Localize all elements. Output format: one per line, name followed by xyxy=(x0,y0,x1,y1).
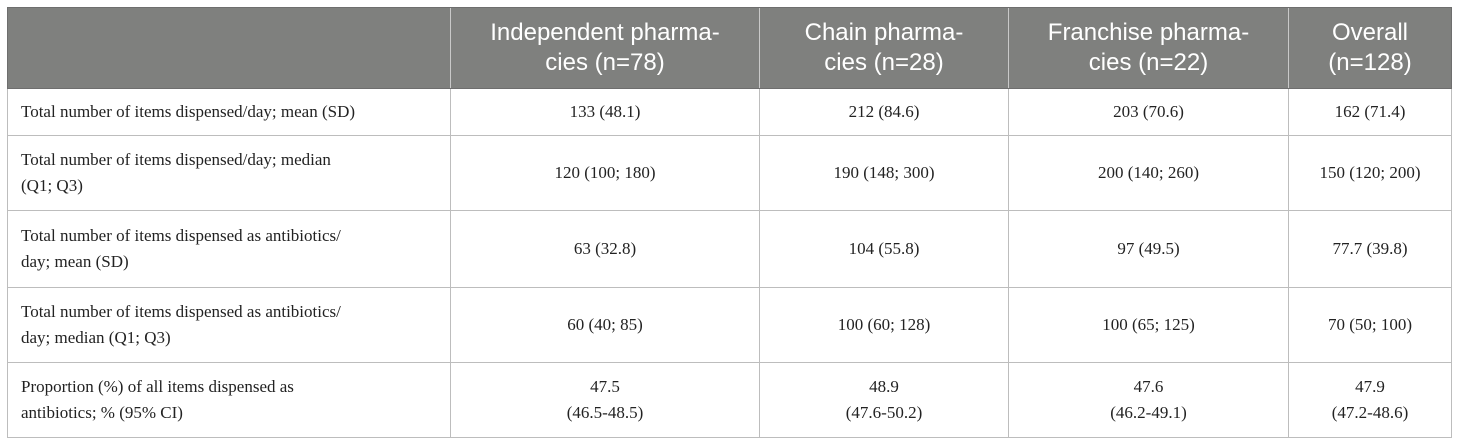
header-text: Overall xyxy=(1331,19,1409,46)
row-label: Total number of items dispensed as antib… xyxy=(7,210,451,288)
cell-franchise: 100 (65; 125) xyxy=(1008,287,1289,363)
table-row: Total number of items dispensed/day; med… xyxy=(7,135,1452,211)
cell-value: 47.9 xyxy=(1355,377,1385,396)
cell-value: 47.5 xyxy=(590,377,620,396)
table-row: Proportion (%) of all items dispensed as… xyxy=(7,362,1452,438)
table-header: Independent pharma- cies (n=78) Chain ph… xyxy=(7,7,1452,89)
row-label-text: Proportion (%) of all items dispensed as xyxy=(21,377,294,396)
header-cell-chain: Chain pharma- cies (n=28) xyxy=(759,7,1009,89)
cell-overall: 70 (50; 100) xyxy=(1288,287,1452,363)
cell-chain: 212 (84.6) xyxy=(759,88,1009,136)
row-label-text: Total number of items dispensed/day; med… xyxy=(21,150,331,169)
cell-value: 70 (50; 100) xyxy=(1327,315,1413,334)
cell-overall: 162 (71.4) xyxy=(1288,88,1452,136)
cell-overall: 150 (120; 200) xyxy=(1288,135,1452,211)
header-text: Chain pharma- xyxy=(804,19,964,46)
cell-value: 77.7 (39.8) xyxy=(1332,239,1408,258)
cell-overall: 77.7 (39.8) xyxy=(1288,210,1452,288)
header-text: Independent pharma- xyxy=(490,19,720,46)
row-label-text: Total number of items dispensed as antib… xyxy=(21,226,341,245)
header-text: cies (n=78) xyxy=(545,49,665,76)
cell-independent: 47.5 (46.5-48.5) xyxy=(450,362,760,438)
cell-value: 150 (120; 200) xyxy=(1319,163,1421,182)
row-label-text: day; median (Q1; Q3) xyxy=(21,328,171,347)
cell-chain: 100 (60; 128) xyxy=(759,287,1009,363)
header-text: (n=128) xyxy=(1328,49,1412,76)
cell-franchise: 97 (49.5) xyxy=(1008,210,1289,288)
cell-ci: (47.2-48.6) xyxy=(1331,403,1409,422)
cell-value: 190 (148; 300) xyxy=(833,163,935,182)
header-text: cies (n=22) xyxy=(1088,49,1209,76)
header-text: Franchise pharma- xyxy=(1047,19,1250,46)
data-table-container: Independent pharma- cies (n=78) Chain ph… xyxy=(7,7,1452,438)
cell-value: 133 (48.1) xyxy=(569,102,641,121)
cell-value: 60 (40; 85) xyxy=(567,315,643,334)
cell-ci: (47.6-50.2) xyxy=(845,403,923,422)
table-row: Total number of items dispensed/day; mea… xyxy=(7,88,1452,136)
cell-chain: 48.9 (47.6-50.2) xyxy=(759,362,1009,438)
pharmacy-dispensing-table: Independent pharma- cies (n=78) Chain ph… xyxy=(7,7,1452,438)
cell-value: 47.6 xyxy=(1133,377,1164,396)
cell-value: 104 (55.8) xyxy=(848,239,920,258)
cell-franchise: 47.6 (46.2-49.1) xyxy=(1008,362,1289,438)
cell-independent: 60 (40; 85) xyxy=(450,287,760,363)
cell-chain: 104 (55.8) xyxy=(759,210,1009,288)
row-label-text: day; mean (SD) xyxy=(21,252,129,271)
cell-independent: 133 (48.1) xyxy=(450,88,760,136)
cell-franchise: 203 (70.6) xyxy=(1008,88,1289,136)
cell-independent: 63 (32.8) xyxy=(450,210,760,288)
header-cell-empty xyxy=(7,7,451,89)
row-label: Total number of items dispensed as antib… xyxy=(7,287,451,363)
cell-value: 100 (60; 128) xyxy=(837,315,931,334)
row-label-text: Total number of items dispensed/day; mea… xyxy=(21,102,356,121)
cell-ci: (46.5-48.5) xyxy=(566,403,644,422)
cell-ci: (46.2-49.1) xyxy=(1110,403,1187,422)
table-body: Total number of items dispensed/day; mea… xyxy=(7,88,1452,438)
cell-value: 48.9 xyxy=(869,377,899,396)
cell-value: 100 (65; 125) xyxy=(1102,315,1195,334)
row-label: Proportion (%) of all items dispensed as… xyxy=(7,362,451,438)
cell-overall: 47.9 (47.2-48.6) xyxy=(1288,362,1452,438)
header-row: Independent pharma- cies (n=78) Chain ph… xyxy=(7,7,1452,89)
table-row: Total number of items dispensed as antib… xyxy=(7,210,1452,288)
table-row: Total number of items dispensed as antib… xyxy=(7,287,1452,363)
cell-value: 97 (49.5) xyxy=(1117,239,1180,258)
cell-chain: 190 (148; 300) xyxy=(759,135,1009,211)
cell-independent: 120 (100; 180) xyxy=(450,135,760,211)
header-cell-independent: Independent pharma- cies (n=78) xyxy=(450,7,760,89)
cell-value: 162 (71.4) xyxy=(1334,102,1406,121)
cell-value: 200 (140; 260) xyxy=(1097,163,1200,182)
cell-value: 120 (100; 180) xyxy=(554,163,656,182)
row-label-text: antibiotics; % (95% CI) xyxy=(21,403,183,422)
cell-value: 203 (70.6) xyxy=(1113,102,1184,121)
row-label: Total number of items dispensed/day; med… xyxy=(7,135,451,211)
header-cell-overall: Overall (n=128) xyxy=(1288,7,1452,89)
row-label-text: (Q1; Q3) xyxy=(21,176,83,195)
cell-value: 212 (84.6) xyxy=(848,102,920,121)
row-label-text: Total number of items dispensed as antib… xyxy=(21,302,341,321)
row-label: Total number of items dispensed/day; mea… xyxy=(7,88,451,136)
header-text: cies (n=28) xyxy=(824,49,944,76)
cell-value: 63 (32.8) xyxy=(573,239,637,258)
cell-franchise: 200 (140; 260) xyxy=(1008,135,1289,211)
header-cell-franchise: Franchise pharma- cies (n=22) xyxy=(1008,7,1289,89)
